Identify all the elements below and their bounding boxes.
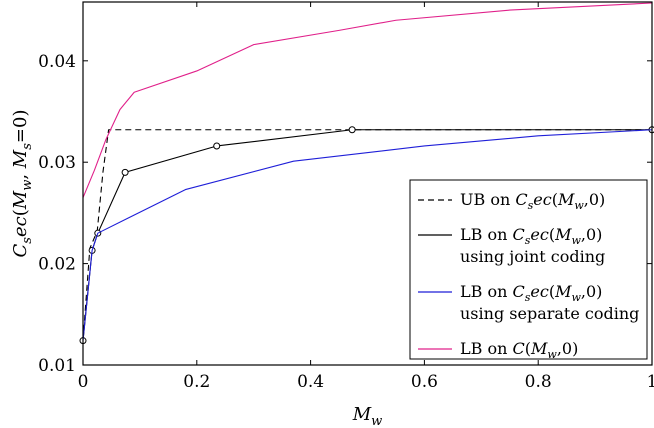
legend-entry-text: using joint coding [460,247,605,266]
legend-entry-text: using separate coding [460,304,639,323]
legend: UB on Cs​ec(Mw​,0)LB on Cs​ec(Mw​,0)usin… [409,179,648,361]
y-tick-label: 0.04 [38,52,76,72]
x-tick-label: 0.2 [183,372,210,392]
legend-entry-text: LB on Cs​ec(Mw​,0) [460,282,602,304]
data-point-marker [213,142,221,150]
legend-entry-text: LB on C(Mw​,0) [460,339,578,361]
data-point-marker [121,168,129,176]
series-line-0 [82,129,652,341]
x-tick-label: 0.4 [297,372,324,392]
ticks-layer: 0 0.2 0.4 0.6 0.8 1 0.01 0.02 0.03 0.04 [38,2,654,392]
x-axis-label: Mw​ [352,404,383,428]
y-axis-label: Cs​ec(Mw​, Ms​=0) [10,110,35,258]
series-layer [79,2,654,345]
x-tick-label: 1 [647,372,654,392]
legend-box [409,179,648,360]
x-tick-label: 0 [78,372,89,392]
y-tick-label: 0.01 [38,356,76,376]
series-line-2 [82,129,653,341]
y-tick-label: 0.02 [38,255,76,275]
x-tick-label: 0.6 [411,372,438,392]
y-tick-label: 0.03 [38,153,76,173]
x-tick-label: 0.8 [525,372,552,392]
legend-entry-text: UB on Cs​ec(Mw​,0) [460,190,605,212]
series-line-3 [82,2,653,198]
data-point-marker [348,126,356,134]
plot-frame [82,1,653,366]
legend-entry-text: LB on Cs​ec(Mw​,0) [460,225,602,247]
